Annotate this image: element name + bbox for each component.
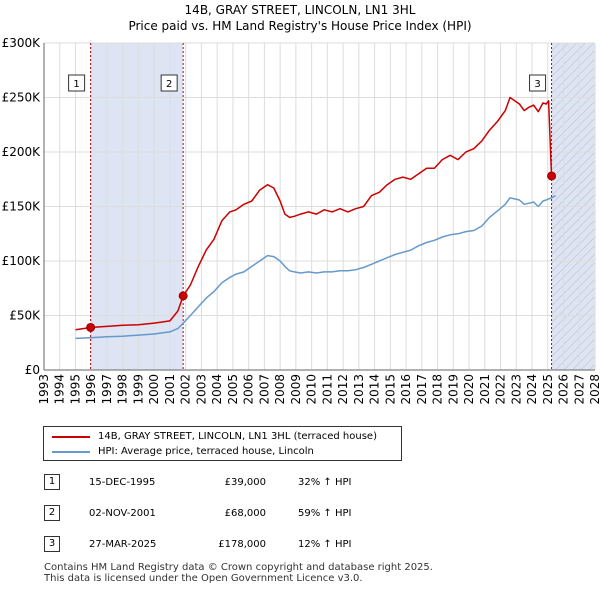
legend-swatch-hpi: [52, 451, 90, 453]
y-tick-label: £50K: [9, 309, 41, 323]
x-tick-label: 2019: [446, 374, 460, 405]
y-tick-label: £100K: [2, 254, 42, 268]
sale-point: [86, 322, 96, 332]
transaction-price: £178,000: [218, 539, 266, 550]
marker-label-box: [160, 74, 178, 92]
x-tick-label: 2028: [588, 374, 600, 405]
x-tick-label: 2018: [431, 374, 445, 405]
transaction-hpi-change: 32% ↑ HPI: [298, 477, 352, 488]
x-tick-label: 1995: [68, 374, 82, 405]
x-tick-label: 2010: [305, 374, 319, 405]
x-tick-label: 2008: [273, 374, 287, 405]
marker-label: 3: [534, 79, 540, 90]
x-tick-label: 2005: [226, 374, 240, 405]
hpi-line: [75, 194, 556, 340]
transaction-price: £39,000: [224, 477, 266, 488]
x-tick-label: 2024: [525, 374, 539, 405]
legend: 14B, GRAY STREET, LINCOLN, LN1 3HL (terr…: [43, 426, 402, 461]
transaction-date: 27-MAR-2025: [89, 539, 157, 550]
y-tick-label: £0: [25, 363, 40, 377]
x-tick-label: 2013: [352, 374, 366, 405]
chart-title: 14B, GRAY STREET, LINCOLN, LN1 3HL: [184, 3, 416, 17]
x-tick-label: 2007: [257, 374, 271, 405]
x-tick-label: 1993: [37, 374, 51, 405]
marker-label-box: [529, 74, 547, 92]
x-tick-label: 2017: [415, 374, 429, 405]
marker-label-box: [68, 74, 86, 92]
x-tick-label: 1998: [116, 374, 130, 405]
x-tick-label: 2023: [509, 374, 523, 405]
transaction-date: 02-NOV-2001: [89, 508, 156, 519]
transaction-date: 15-DEC-1995: [89, 477, 156, 488]
x-tick-label: 2027: [572, 374, 586, 405]
x-tick-label: 1997: [100, 374, 114, 405]
x-tick-label: 2002: [179, 374, 193, 405]
x-tick-label: 2006: [242, 374, 256, 405]
transaction-hpi-change: 12% ↑ HPI: [298, 539, 352, 550]
transaction-number: 1: [44, 474, 60, 490]
x-tick-label: 2022: [494, 374, 508, 405]
transaction-number: 2: [44, 505, 60, 521]
x-tick-label: 2014: [368, 374, 382, 405]
x-tick-label: 2009: [289, 374, 303, 405]
transaction-hpi-change: 59% ↑ HPI: [298, 508, 352, 519]
legend-label-property: 14B, GRAY STREET, LINCOLN, LN1 3HL (terr…: [98, 431, 377, 442]
sale-point: [547, 171, 557, 181]
x-tick-label: 2021: [478, 374, 492, 405]
x-tick-label: 1996: [84, 374, 98, 405]
property-price-line: [75, 96, 556, 331]
marker-label: 1: [73, 79, 79, 90]
x-tick-label: 2025: [541, 374, 555, 405]
chart-subtitle: Price paid vs. HM Land Registry's House …: [128, 19, 472, 33]
x-tick-label: 2003: [194, 374, 208, 405]
x-tick-label: 2001: [163, 374, 177, 405]
y-tick-label: £200K: [2, 145, 42, 159]
x-tick-label: 2020: [462, 374, 476, 405]
x-tick-label: 2004: [210, 374, 224, 405]
footer-licence: This data is licensed under the Open Gov…: [44, 573, 363, 584]
x-tick-label: 2011: [320, 374, 334, 405]
x-tick-label: 1994: [53, 374, 67, 405]
x-tick-label: 2015: [383, 374, 397, 405]
x-tick-label: 2012: [336, 374, 350, 405]
x-tick-label: 1999: [131, 374, 145, 405]
x-tick-label: 2000: [147, 374, 161, 405]
legend-swatch-property: [52, 436, 90, 438]
footer-copyright: Contains HM Land Registry data © Crown c…: [44, 562, 433, 573]
y-tick-label: £150K: [2, 200, 42, 214]
y-tick-label: £300K: [2, 36, 42, 50]
x-tick-label: 2016: [399, 374, 413, 405]
marker-label: 2: [166, 79, 172, 90]
legend-label-hpi: HPI: Average price, terraced house, Linc…: [98, 446, 314, 457]
sale-point: [178, 291, 188, 301]
x-tick-label: 2026: [557, 374, 571, 405]
transaction-number: 3: [44, 536, 60, 552]
y-tick-label: £250K: [2, 91, 42, 105]
transaction-price: £68,000: [224, 508, 266, 519]
